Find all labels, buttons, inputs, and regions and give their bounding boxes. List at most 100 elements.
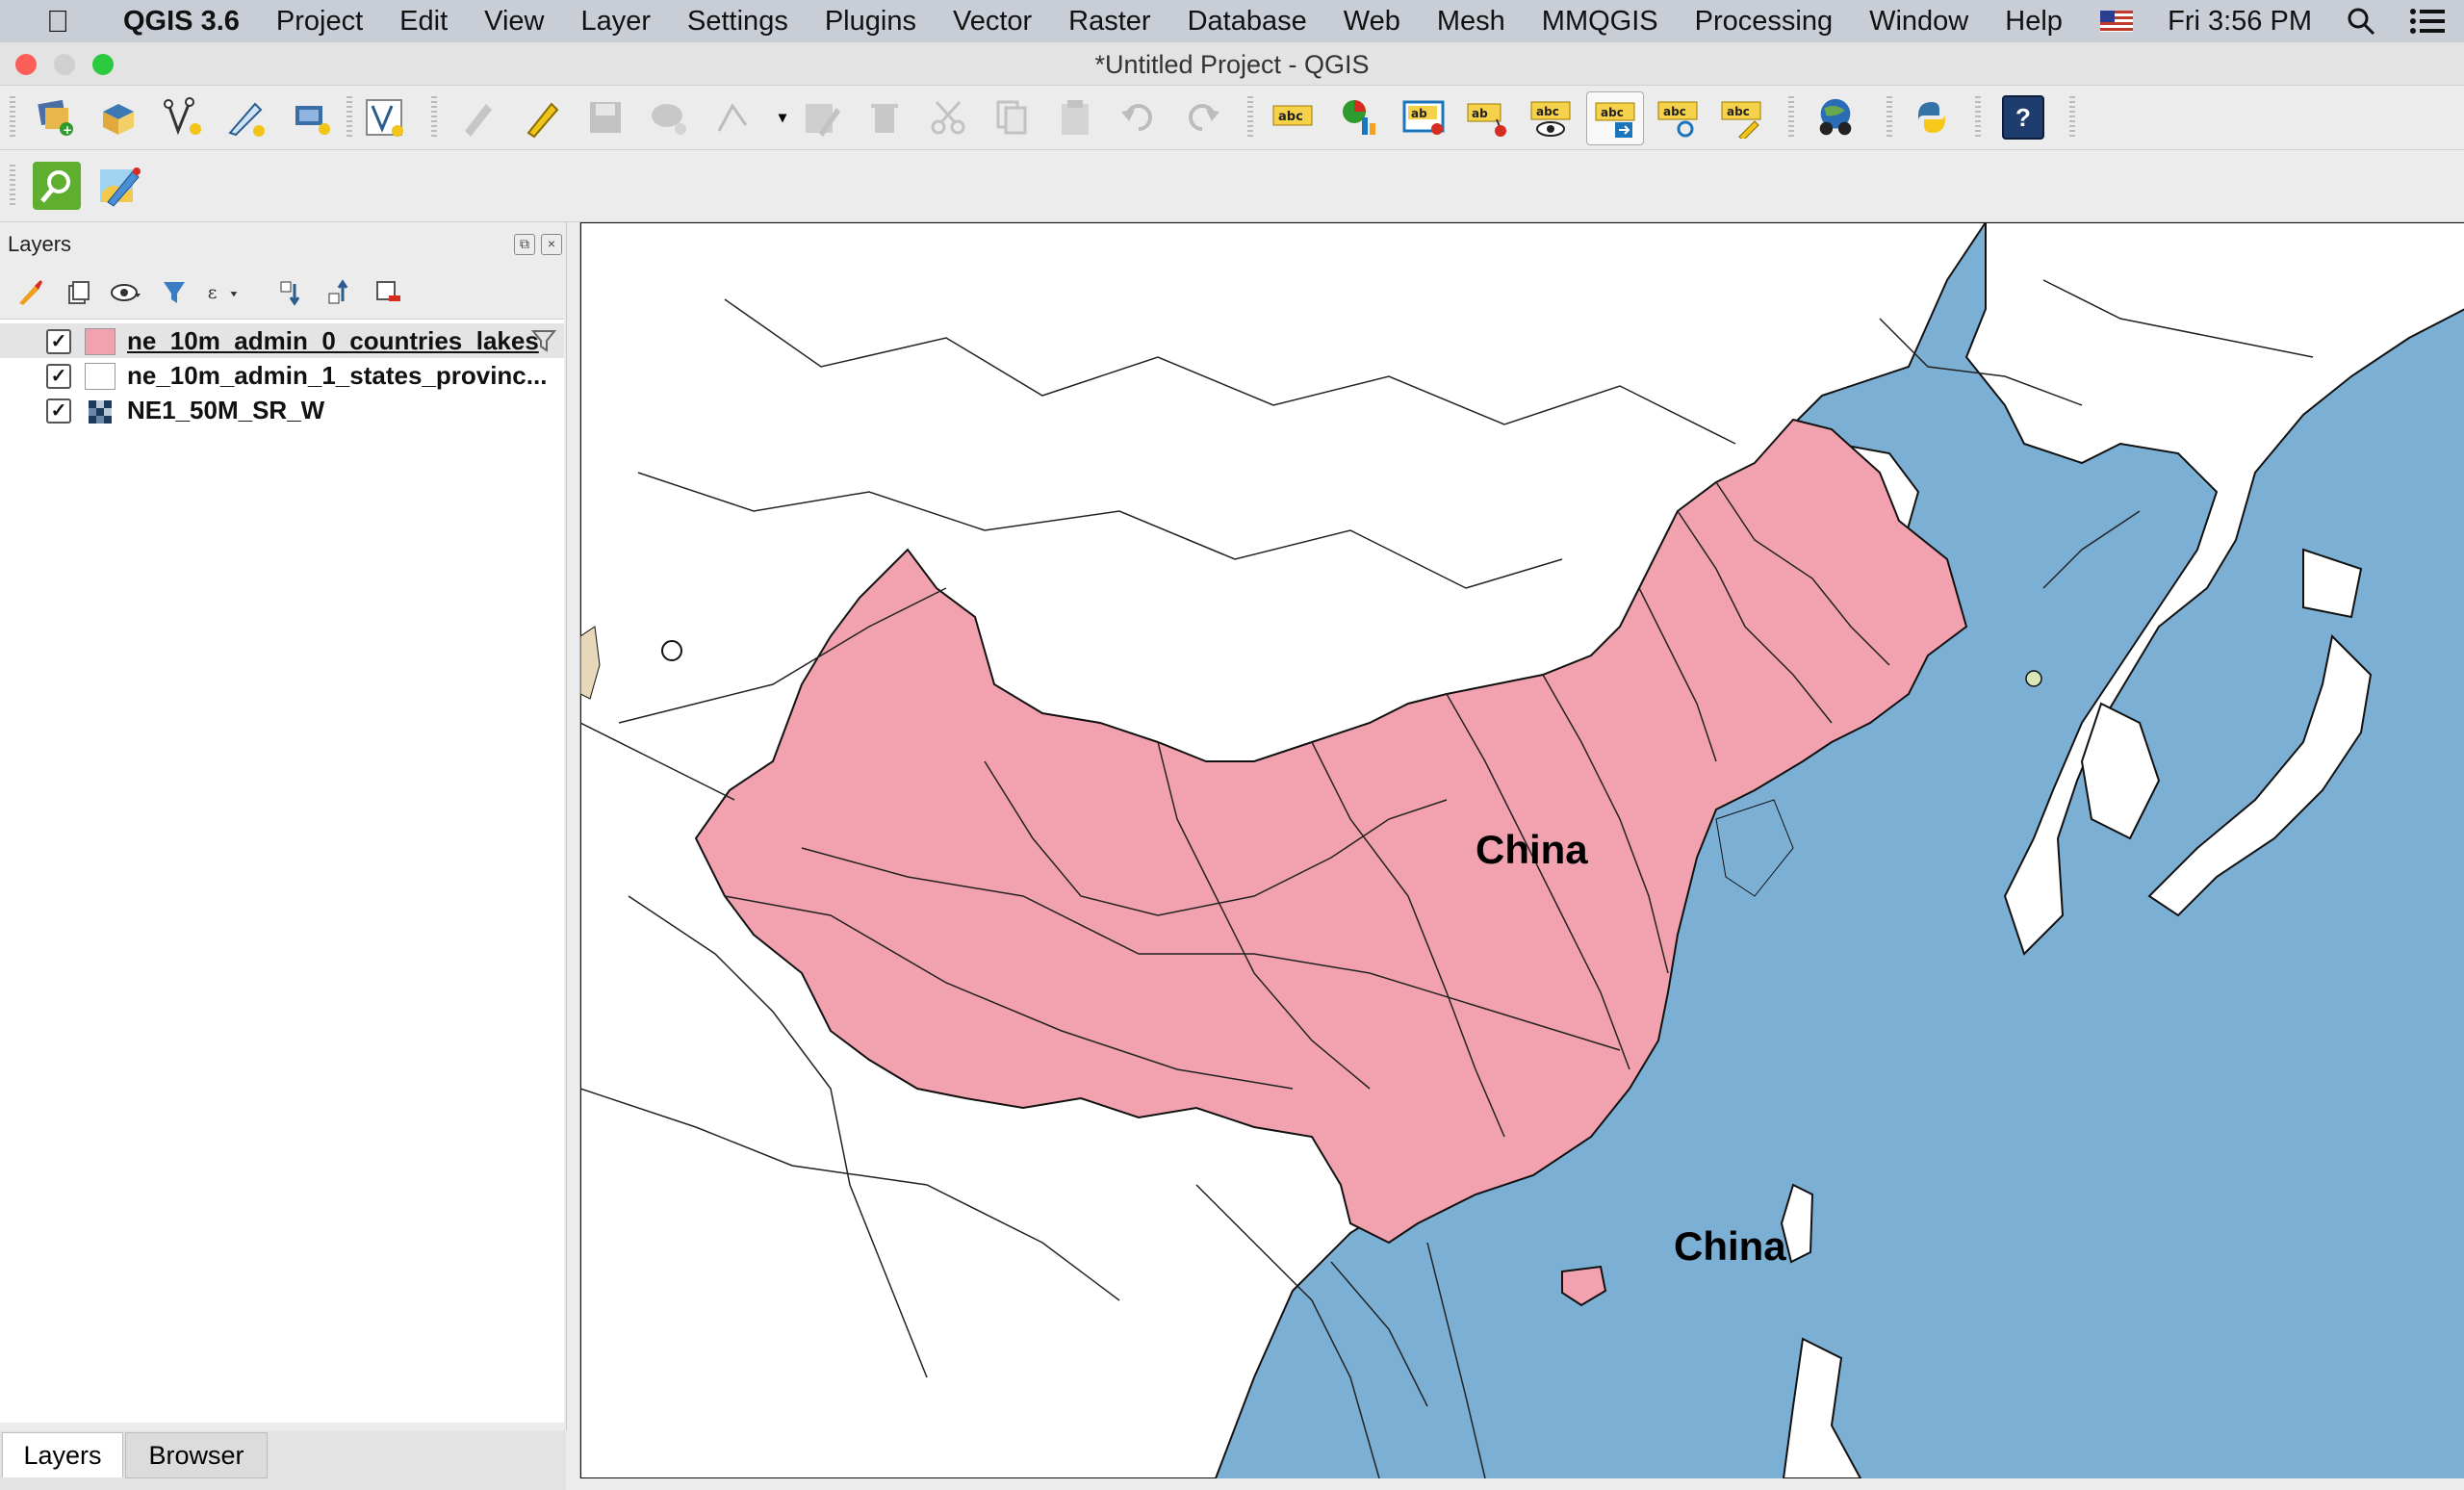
menu-raster[interactable]: Raster [1068,5,1151,37]
fill-symbol-swatch[interactable] [85,328,116,355]
japan-islands [2147,633,2373,917]
main-toolbar: + ▾ [0,86,2464,150]
vertex-tool-icon[interactable] [712,95,757,140]
search-locator-icon[interactable] [33,162,81,210]
map-canvas[interactable]: China China [579,222,2464,1478]
tab-layers[interactable]: Layers [2,1432,123,1477]
toolbar-grip[interactable] [346,96,352,139]
close-window-button[interactable] [15,54,37,75]
modify-attributes-icon[interactable] [799,95,843,140]
highlight-pinned-labels-icon[interactable]: ab [1401,95,1446,140]
menu-settings[interactable]: Settings [687,5,788,37]
float-panel-icon[interactable]: ⧉ [514,234,535,255]
layer-row[interactable]: ✓ NE1_50M_SR_W [0,393,564,427]
layer-visibility-checkbox[interactable]: ✓ [46,364,71,389]
rotate-label-icon[interactable]: abc [1656,95,1700,140]
menu-clock[interactable]: Fri 3:56 PM [2168,5,2312,37]
globe-binoculars-icon[interactable] [1813,95,1858,140]
copy-features-icon[interactable] [989,95,1034,140]
style-brush-icon[interactable] [13,276,46,309]
layer-visibility-checkbox[interactable]: ✓ [46,329,71,354]
menu-project[interactable]: Project [275,5,364,37]
pin-unpin-labels-icon[interactable]: ab [1465,95,1509,140]
menu-web[interactable]: Web [1343,5,1400,37]
add-feature-icon[interactable] [647,95,691,140]
georeferencer-icon[interactable] [96,162,144,210]
toolbar-grip[interactable] [2069,96,2075,139]
paste-features-icon[interactable] [1053,95,1097,140]
apple-icon[interactable]:  [38,4,77,39]
menu-processing[interactable]: Processing [1694,5,1834,37]
admin-boundaries [580,279,2314,1478]
menu-mesh[interactable]: Mesh [1436,5,1505,37]
diagram-options-icon[interactable] [1338,95,1382,140]
delete-selected-icon[interactable] [862,95,907,140]
secondary-toolbar [0,150,2464,222]
filter-by-expression-icon[interactable]: ε [206,276,239,309]
layer-visibility-checkbox[interactable]: ✓ [46,398,71,424]
map-label-china[interactable]: China [1674,1223,1786,1269]
layer-name[interactable]: ne_10m_admin_0_countries_lakes [127,326,539,355]
toggle-editing-icon[interactable] [456,95,500,140]
toolbar-grip[interactable] [10,96,15,139]
pencil-icon[interactable] [520,95,564,140]
menu-plugins[interactable]: Plugins [824,5,916,37]
add-vector-layer-icon[interactable]: + [33,95,77,140]
fill-symbol-swatch[interactable] [85,363,116,390]
digitize-icon[interactable] [223,95,268,140]
menu-vector[interactable]: Vector [952,5,1033,37]
notification-center-icon[interactable] [2410,7,2445,36]
save-edits-icon[interactable] [583,95,628,140]
new-memory-layer-icon[interactable] [289,95,333,140]
layer-labeling-options-icon[interactable]: abc [1270,95,1315,140]
panel-tabs: Layers Browser [0,1430,566,1490]
menu-mmqgis[interactable]: MMQGIS [1541,5,1658,37]
collapse-all-icon[interactable] [323,276,356,309]
map-label-china[interactable]: China [1476,827,1588,872]
menu-view[interactable]: View [484,5,545,37]
menu-database[interactable]: Database [1187,5,1307,37]
zoom-window-button[interactable] [92,54,114,75]
redo-icon[interactable] [1180,95,1224,140]
layer-name[interactable]: ne_10m_admin_1_states_provinc... [127,361,548,390]
menu-app-name[interactable]: QGIS 3.6 [123,5,240,37]
move-label-icon[interactable]: abc [1586,91,1644,145]
python-console-icon[interactable] [1910,95,1954,140]
layer-row[interactable]: ✓ ne_10m_admin_0_countries_lakes [0,323,564,358]
menu-window[interactable]: Window [1869,5,1969,37]
filter-indicator-icon[interactable] [531,329,556,354]
menu-status-area: Fri 3:56 PM [2066,0,2445,42]
toolbar-grip[interactable] [1247,96,1253,139]
menu-layer[interactable]: Layer [580,5,652,37]
cut-features-icon[interactable] [926,95,970,140]
toolbar-grip[interactable] [1975,96,1981,139]
menu-edit[interactable]: Edit [399,5,449,37]
expand-all-icon[interactable] [275,276,308,309]
chevron-down-icon[interactable]: ▾ [778,110,787,126]
toolbar-grip[interactable] [1886,96,1892,139]
add-raster-layer-icon[interactable] [96,95,141,140]
close-panel-icon[interactable]: × [541,234,562,255]
add-group-icon[interactable] [62,276,94,309]
raster-icon[interactable] [89,400,112,424]
help-icon[interactable]: ? [2002,95,2044,140]
layer-name[interactable]: NE1_50M_SR_W [127,396,325,424]
spotlight-search-icon[interactable] [2347,7,2375,36]
manage-map-themes-icon[interactable] [110,276,142,309]
toolbar-grip[interactable] [1788,96,1794,139]
undo-icon[interactable] [1116,95,1161,140]
tab-browser[interactable]: Browser [125,1432,268,1478]
layer-row[interactable]: ✓ ne_10m_admin_1_states_provinc... [0,358,564,393]
toolbar-grip[interactable] [431,96,437,139]
minimize-window-button[interactable] [54,54,75,75]
change-label-icon[interactable]: abc [1719,95,1763,140]
data-source-manager-icon[interactable] [362,95,406,140]
menu-help[interactable]: Help [2005,5,2063,37]
filter-legend-icon[interactable] [158,276,191,309]
toolbar-grip[interactable] [10,165,15,207]
us-flag-icon[interactable] [2100,11,2134,32]
show-hide-labels-icon[interactable]: abc [1528,95,1573,140]
new-shapefile-layer-icon[interactable] [160,95,204,140]
bohai-sea [1715,799,1794,897]
remove-layer-icon[interactable] [372,276,404,309]
